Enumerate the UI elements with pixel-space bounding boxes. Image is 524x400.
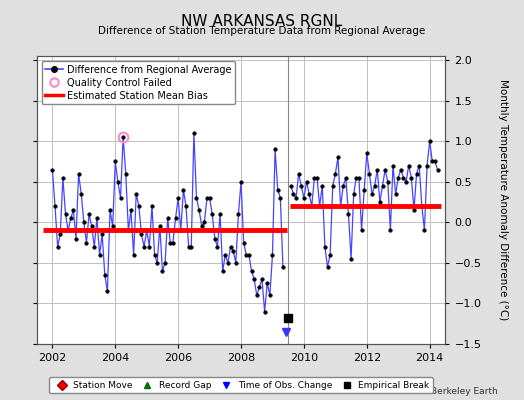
Legend: Station Move, Record Gap, Time of Obs. Change, Empirical Break: Station Move, Record Gap, Time of Obs. C…	[49, 377, 433, 394]
Text: Difference of Station Temperature Data from Regional Average: Difference of Station Temperature Data f…	[99, 26, 425, 36]
Text: Berkeley Earth: Berkeley Earth	[431, 387, 498, 396]
Y-axis label: Monthly Temperature Anomaly Difference (°C): Monthly Temperature Anomaly Difference (…	[498, 79, 508, 321]
Legend: Difference from Regional Average, Quality Control Failed, Estimated Station Mean: Difference from Regional Average, Qualit…	[41, 61, 235, 104]
Text: NW ARKANSAS RGNL: NW ARKANSAS RGNL	[181, 14, 343, 29]
